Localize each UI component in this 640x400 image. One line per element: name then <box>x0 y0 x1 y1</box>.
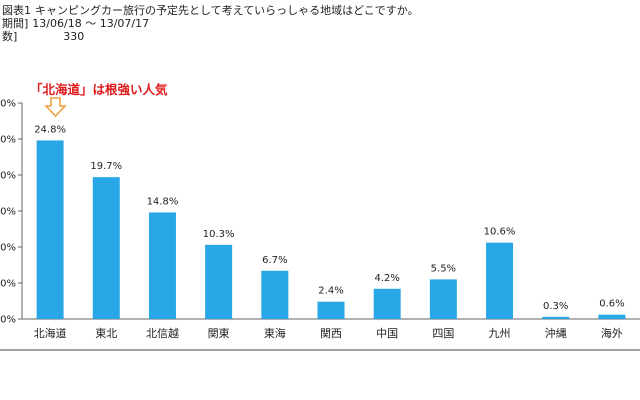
survey-question: キャンピングカー旅行の予定先として考えていらっしゃる地域はどこですか。 <box>35 4 419 17</box>
value-label: 10.6% <box>484 227 516 238</box>
value-label: 19.7% <box>90 161 122 172</box>
value-label: 2.4% <box>318 286 343 297</box>
value-label: 4.2% <box>374 273 399 284</box>
sample-count-label: 数] <box>2 30 18 43</box>
category-label: 東海 <box>264 326 286 340</box>
down-arrow-icon <box>44 97 67 118</box>
bar-7 <box>373 288 401 319</box>
value-label: 6.7% <box>262 255 287 266</box>
category-label: 北海道 <box>34 326 67 340</box>
category-label: 四国 <box>432 327 454 340</box>
value-label: 10.3% <box>203 229 235 240</box>
bar-10 <box>542 316 570 319</box>
bar-11 <box>598 314 626 319</box>
bar-2 <box>92 177 120 319</box>
survey-period-label: 期間] <box>2 17 29 30</box>
value-labels: 24.8% 19.7% 14.8% 10.3% 6.7% 2.4% 4.2% 5.5% 10.6… <box>34 124 624 311</box>
category-label: 中国 <box>376 327 398 340</box>
sample-count: 数] 330 <box>2 30 88 43</box>
bars <box>36 140 626 319</box>
category-label: 関西 <box>320 327 342 340</box>
category-label: 関東 <box>208 327 230 340</box>
bar-3 <box>148 212 176 319</box>
bar-8 <box>429 279 457 319</box>
bar-9 <box>486 242 514 319</box>
figure-number: 図表1 <box>2 4 31 17</box>
category-labels: 北海道 東北 北信越 関東 東海 関西 中国 四国 九州 沖縄 海外 <box>34 326 623 340</box>
value-label: 0.6% <box>599 299 624 310</box>
y-tick-label: 0% <box>0 99 16 110</box>
value-label: 0.3% <box>543 301 568 312</box>
bar-4 <box>205 244 233 319</box>
survey-period: 期間] 13/06/18 ～ 13/07/17 <box>2 17 153 30</box>
y-tick-label: 0% <box>0 171 16 182</box>
value-label: 14.8% <box>147 196 179 207</box>
category-label: 海外 <box>601 326 623 340</box>
chart-header-title: 図表1 キャンピングカー旅行の予定先として考えていらっしゃる地域はどこですか。 <box>2 4 423 17</box>
category-label: 沖縄 <box>545 326 567 340</box>
sample-count-value: 330 <box>63 30 85 43</box>
category-label: 九州 <box>489 327 511 340</box>
survey-period-value: 13/06/18 ～ 13/07/17 <box>32 17 150 30</box>
y-tick-label: 0% <box>0 135 16 146</box>
category-label: 北信越 <box>146 326 179 340</box>
bar-5 <box>261 270 289 319</box>
y-tick-label: 0% <box>0 207 16 218</box>
category-label: 東北 <box>95 327 117 340</box>
y-tick-label: 0% <box>0 243 16 254</box>
value-label: 5.5% <box>431 263 456 274</box>
y-tick-label: 0% <box>0 315 16 326</box>
y-tick-label: 0% <box>0 279 16 290</box>
bar-1 <box>36 140 64 319</box>
callout-text: 「北海道」は根強い人気 <box>30 82 168 97</box>
bar-6 <box>317 301 345 319</box>
value-label: 24.8% <box>34 124 66 135</box>
callout: 「北海道」は根強い人気 <box>30 82 168 118</box>
